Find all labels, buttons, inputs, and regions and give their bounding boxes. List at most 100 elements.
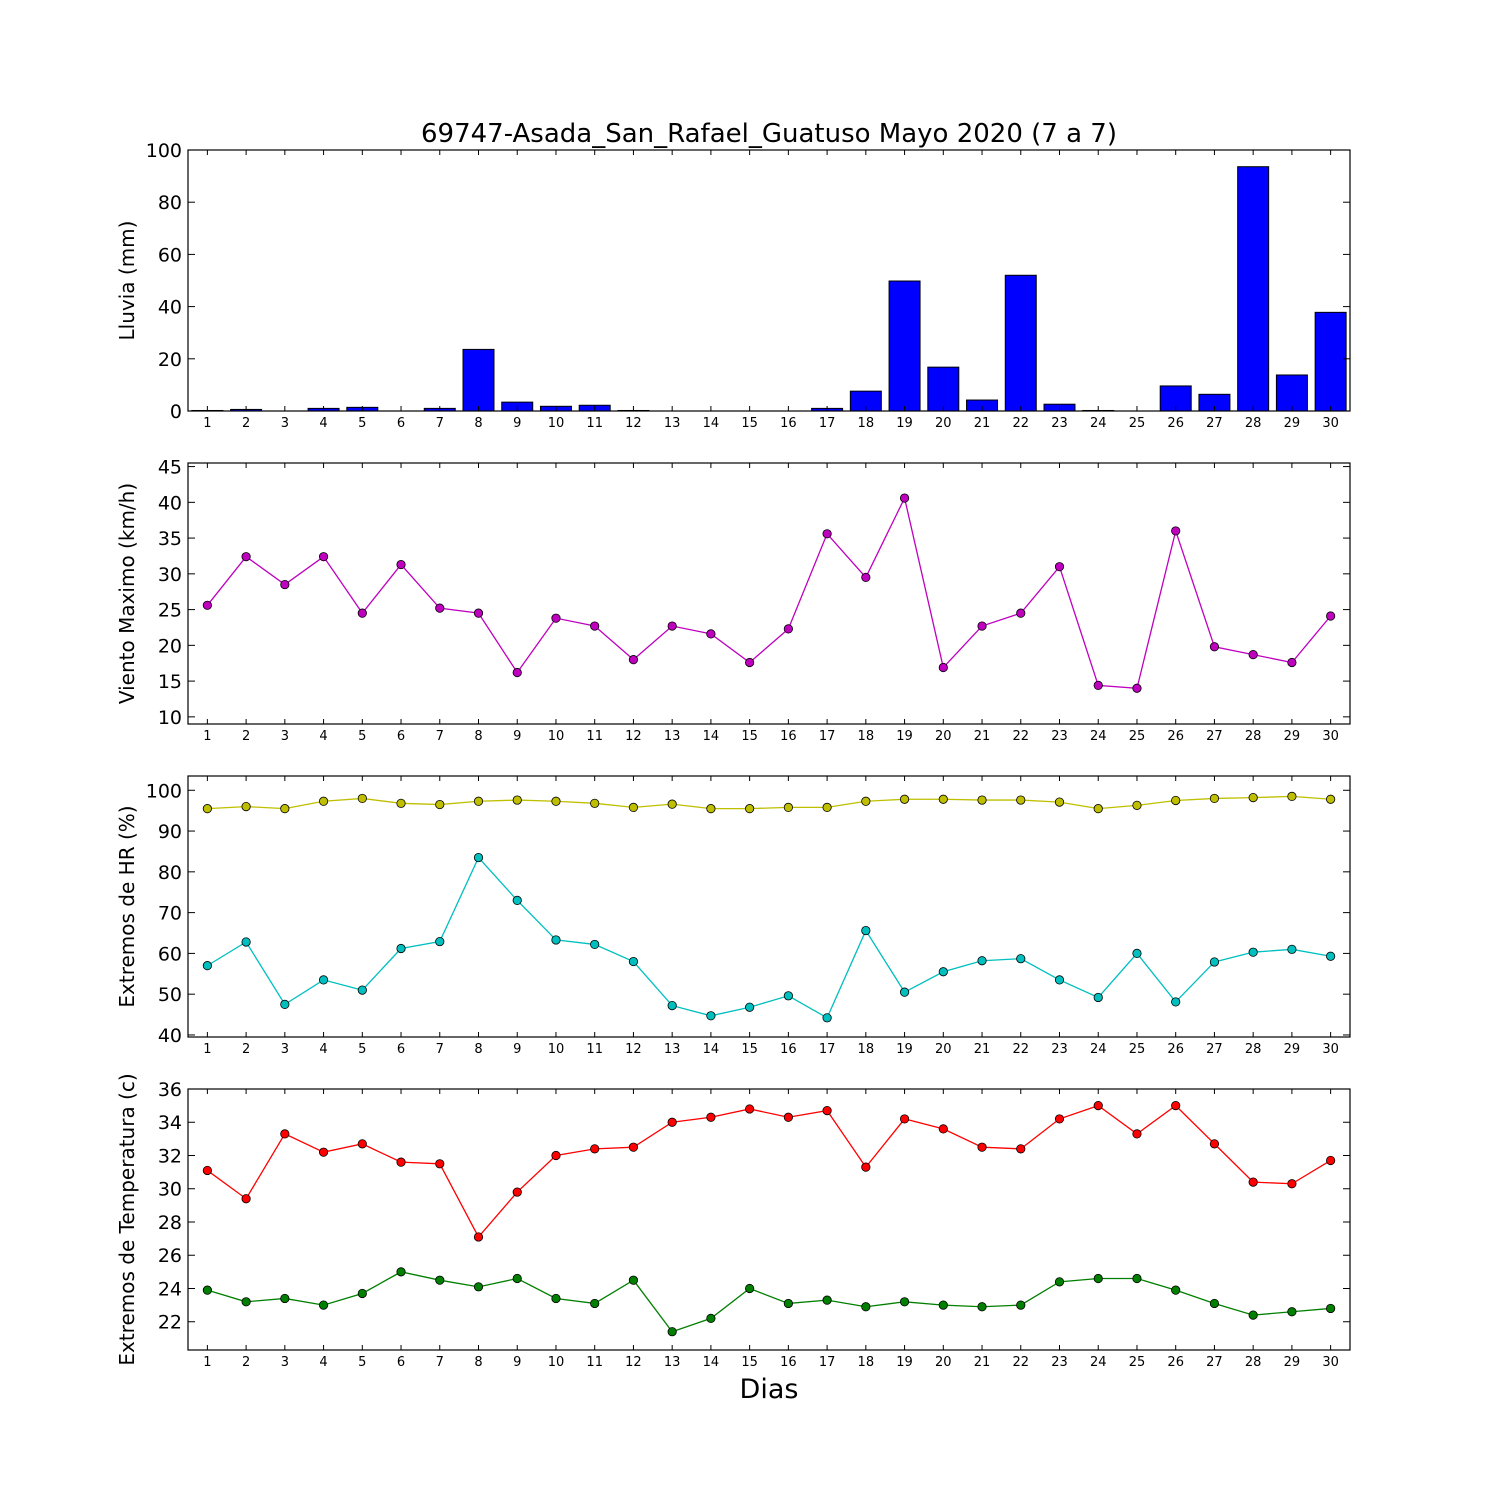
x-tick-label: 24 xyxy=(1090,729,1107,744)
point-day-10 xyxy=(551,1150,561,1161)
point-day-24 xyxy=(1093,804,1103,814)
y-tick-label: 35 xyxy=(158,528,182,550)
point-day-11 xyxy=(590,1298,600,1309)
point-day-30 xyxy=(1326,1155,1336,1166)
y-tick-label: 60 xyxy=(158,244,182,266)
plot-frame xyxy=(187,462,1351,725)
point-day-20 xyxy=(938,1124,948,1134)
y-tick-label: 30 xyxy=(158,564,182,586)
x-tick-label: 9 xyxy=(513,729,521,744)
point-day-7 xyxy=(435,603,445,613)
point-day-15 xyxy=(745,1002,755,1012)
bar-day-20 xyxy=(927,366,960,412)
x-tick-label: 27 xyxy=(1206,1042,1223,1057)
y-tick-label: 36 xyxy=(158,1079,182,1101)
point-day-12 xyxy=(628,956,639,967)
point-day-14 xyxy=(706,1313,716,1324)
point-day-12 xyxy=(628,1275,639,1285)
x-tick-label: 4 xyxy=(319,1355,327,1370)
series-line xyxy=(207,856,1331,1019)
point-day-3 xyxy=(280,999,290,1009)
y-tick-label: 30 xyxy=(158,1179,182,1201)
x-tick-label: 14 xyxy=(703,1355,720,1370)
point-day-18 xyxy=(861,1302,871,1312)
x-tick-label: 17 xyxy=(819,416,836,431)
point-day-21 xyxy=(977,795,987,805)
x-tick-label: 5 xyxy=(358,1355,366,1370)
point-day-13 xyxy=(667,1117,677,1127)
x-tick-label: 10 xyxy=(548,416,565,431)
point-day-13 xyxy=(667,621,677,631)
x-tick-label: 9 xyxy=(513,416,521,431)
point-day-7 xyxy=(435,1159,445,1169)
point-day-10 xyxy=(551,613,561,623)
x-tick-label: 16 xyxy=(780,416,797,431)
y-tick-label: 10 xyxy=(158,707,182,729)
x-tick-label: 10 xyxy=(548,1042,565,1057)
point-day-5 xyxy=(357,608,367,618)
point-day-9 xyxy=(512,667,522,678)
x-tick-label: 28 xyxy=(1245,1355,1262,1370)
point-day-8 xyxy=(473,796,484,806)
x-tick-label: 7 xyxy=(436,1042,444,1057)
x-tick-label: 27 xyxy=(1206,416,1223,431)
x-tick-label: 3 xyxy=(281,416,289,431)
x-tick-label: 12 xyxy=(625,729,642,744)
point-day-11 xyxy=(590,939,600,950)
point-day-5 xyxy=(357,985,367,995)
point-day-19 xyxy=(899,493,910,503)
x-tick-label: 15 xyxy=(741,1355,758,1370)
point-day-26 xyxy=(1171,1285,1181,1295)
x-tick-label: 23 xyxy=(1051,729,1068,744)
x-tick-label: 18 xyxy=(858,729,875,744)
point-day-22 xyxy=(1016,608,1026,618)
point-day-13 xyxy=(667,1327,677,1337)
point-day-19 xyxy=(899,1297,910,1307)
x-tick-label: 22 xyxy=(1012,1355,1029,1370)
x-tick-label: 24 xyxy=(1090,1355,1107,1370)
point-day-28 xyxy=(1248,793,1258,803)
point-day-26 xyxy=(1171,997,1181,1007)
point-day-14 xyxy=(706,1011,716,1021)
y-tick-label: 20 xyxy=(158,635,182,657)
x-tick-label: 7 xyxy=(436,1355,444,1370)
point-day-22 xyxy=(1016,954,1026,964)
point-day-26 xyxy=(1171,526,1181,536)
point-day-3 xyxy=(280,1129,290,1139)
x-tick-label: 20 xyxy=(935,729,952,744)
x-tick-label: 21 xyxy=(974,729,991,744)
point-day-25 xyxy=(1132,1273,1142,1284)
x-tick-label: 8 xyxy=(474,1042,482,1057)
y-tick-label: 100 xyxy=(146,140,182,162)
point-day-20 xyxy=(938,967,948,977)
x-tick-label: 24 xyxy=(1090,416,1107,431)
point-day-22 xyxy=(1016,1144,1026,1154)
point-day-25 xyxy=(1132,948,1142,959)
x-tick-label: 2 xyxy=(242,1355,250,1370)
point-day-6 xyxy=(396,1157,406,1167)
point-day-13 xyxy=(667,799,677,809)
point-day-21 xyxy=(977,956,987,966)
x-tick-label: 5 xyxy=(358,1042,366,1057)
panels: 1 2 3 4 5 6 7 8 9 10 11 12 13 14 15 16 17 18 19 20 21 22 23 24 2… xyxy=(115,140,1351,1370)
x-tick-label: 29 xyxy=(1284,416,1301,431)
y-tick-label: 20 xyxy=(158,349,182,371)
point-day-28 xyxy=(1248,947,1258,957)
point-day-27 xyxy=(1209,793,1220,804)
point-day-10 xyxy=(551,796,561,806)
point-day-19 xyxy=(899,987,910,997)
y-tick-label: 25 xyxy=(158,600,182,622)
point-day-16 xyxy=(783,1112,793,1122)
point-day-2 xyxy=(241,937,251,947)
y-axis-label: Extremos de Temperatura (c) xyxy=(115,1073,139,1365)
x-tick-label: 13 xyxy=(664,416,681,431)
x-tick-label: 14 xyxy=(703,1042,720,1057)
x-tick-label: 26 xyxy=(1167,416,1184,431)
x-tick-label: 7 xyxy=(436,729,444,744)
x-tick-label: 1 xyxy=(203,1042,211,1057)
x-tick-label: 2 xyxy=(242,416,250,431)
point-day-18 xyxy=(861,925,871,936)
series-line xyxy=(206,1104,1331,1239)
point-day-1 xyxy=(202,804,212,814)
point-day-9 xyxy=(512,1187,522,1197)
